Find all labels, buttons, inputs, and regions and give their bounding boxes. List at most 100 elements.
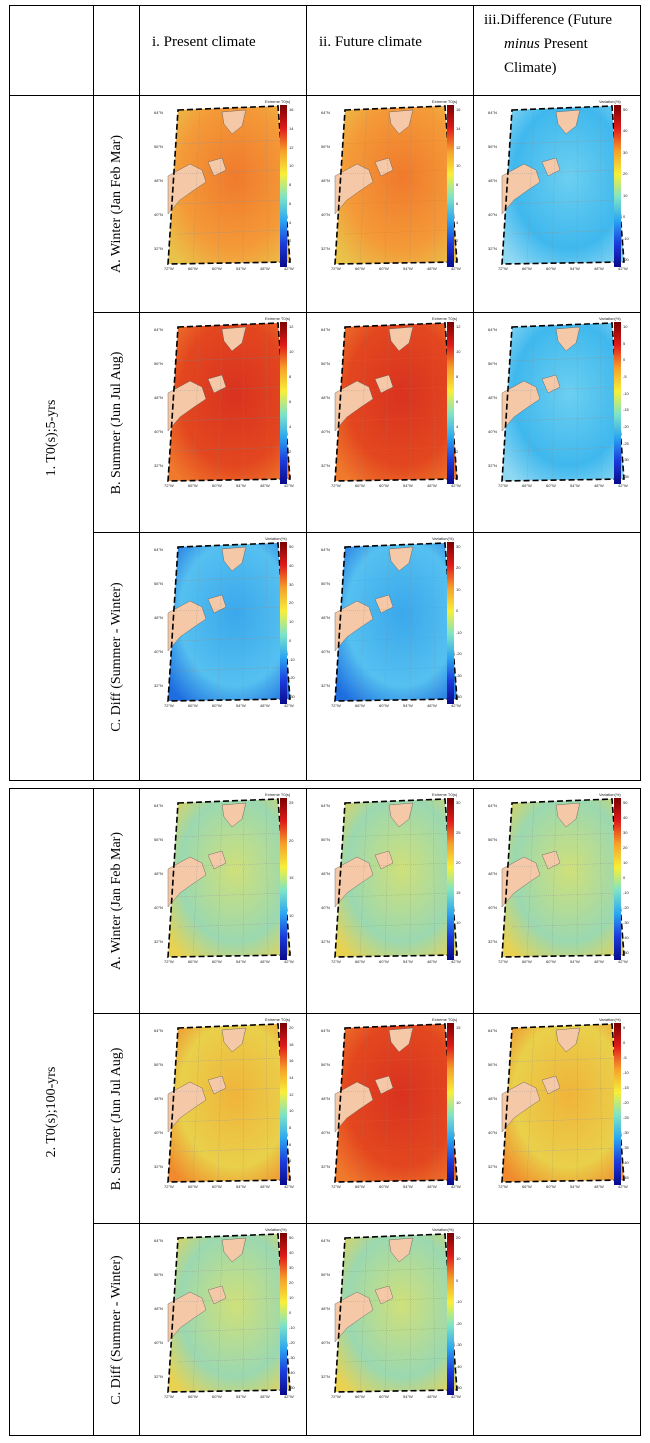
- colorbar-tick-label: 6: [289, 1141, 292, 1147]
- lon-label: 66°W: [522, 1184, 532, 1189]
- map-cell: 64°N 56°N 48°N 40°N 32°N 72°W 66°W 60°W 54°W 48°W…: [139, 1013, 307, 1224]
- lat-label: 40°N: [321, 649, 330, 654]
- season-label: A. Winter (Jan Feb Mar): [108, 832, 124, 970]
- colorbar-tick-label: 8: [456, 182, 459, 187]
- lat-label: 56°N: [321, 837, 330, 842]
- lon-label: 72°W: [331, 266, 341, 271]
- lon-label: 54°W: [236, 1184, 246, 1189]
- lat-label: 64°N: [321, 547, 330, 552]
- lat-label: 48°N: [321, 871, 330, 876]
- map-panel: 64°N 56°N 48°N 40°N 32°N 72°W 66°W 60°W 54°W 48°W…: [317, 797, 467, 965]
- colorbar: [614, 322, 621, 484]
- colorbar-tick-label: 16: [289, 107, 294, 112]
- ocean-field: [335, 799, 457, 957]
- map-frame: [334, 322, 458, 482]
- colorbar: [614, 798, 621, 960]
- map-cell: 64°N 56°N 48°N 40°N 32°N 72°W 66°W 60°W 54°W 48°W…: [473, 312, 641, 533]
- lat-label: 48°N: [154, 1096, 163, 1101]
- map-frame: [167, 542, 291, 702]
- lon-label: 72°W: [498, 1184, 508, 1189]
- graticule-line: [505, 1057, 620, 1063]
- lon-label: 54°W: [403, 1394, 413, 1399]
- colorbar-tick-label: -15: [623, 407, 629, 413]
- colorbar-tick-label: 20: [289, 1280, 294, 1285]
- colorbar-tick-label: 5: [289, 950, 292, 955]
- lat-label: 48°N: [488, 395, 497, 400]
- colorbar-tick-label: -10: [456, 1299, 462, 1305]
- graticule-line: [576, 800, 579, 958]
- colorbar-tick-label: -25: [623, 440, 629, 446]
- map-svg: 64°N 56°N 48°N 40°N 32°N 72°W 66°W 60°W 54°W 48°W…: [154, 1233, 294, 1399]
- colorbar-tick-label: 4: [289, 219, 292, 225]
- colorbar-tick-label: 12: [456, 144, 461, 150]
- land-shape: [374, 1075, 394, 1095]
- land-shape: [501, 163, 541, 215]
- graticule-line: [265, 1235, 269, 1393]
- graticule-line: [505, 356, 620, 362]
- empty-cell: [473, 532, 641, 781]
- lon-label: 48°W: [427, 1394, 437, 1399]
- map-frame: [167, 798, 291, 958]
- lon-label: 66°W: [522, 266, 532, 271]
- land-shape: [334, 380, 374, 432]
- lon-label: 72°W: [331, 483, 341, 488]
- lat-label: 64°N: [488, 1028, 497, 1033]
- colorbar: [447, 542, 454, 704]
- lon-label: 54°W: [236, 959, 246, 964]
- land-shape: [555, 1027, 581, 1053]
- graticule-line: [409, 1025, 412, 1183]
- graticule-line: [432, 544, 436, 702]
- lon-label: 60°W: [379, 1394, 389, 1399]
- land-shape: [374, 1285, 394, 1305]
- colorbar-tick-label: 6: [289, 399, 292, 404]
- lon-label: 60°W: [546, 266, 556, 271]
- lon-label: 48°W: [427, 1184, 437, 1189]
- colorbar-tick-label: -15: [623, 1085, 629, 1090]
- land-shape: [221, 326, 247, 352]
- graticule-line: [242, 324, 245, 482]
- lon-label: 42°W: [451, 703, 461, 708]
- map-panel: 64°N 56°N 48°N 40°N 32°N 72°W 66°W 60°W 54°W 48°W…: [484, 104, 634, 272]
- colorbar-tick-label: 5: [623, 1025, 626, 1030]
- graticule-line: [338, 832, 453, 838]
- lat-label: 56°N: [321, 581, 330, 586]
- land-shape: [501, 380, 541, 432]
- map-frame: [501, 798, 625, 958]
- colorbar-tick-label: -40: [456, 694, 462, 699]
- map-svg: 64°N 56°N 48°N 40°N 32°N 72°W 66°W 60°W 54°W 48°W…: [154, 105, 294, 271]
- lat-label: 64°N: [488, 803, 497, 808]
- ocean-field: [335, 543, 457, 701]
- map-frame: [334, 798, 458, 958]
- season-label: C. Diff (Summer - Winter): [108, 581, 124, 732]
- colorbar-tick-label: -20: [623, 905, 629, 910]
- season-label: C. Diff (Summer - Winter): [108, 1254, 124, 1405]
- map-cell: 64°N 56°N 48°N 40°N 32°N 72°W 66°W 60°W 54°W 48°W…: [139, 312, 307, 533]
- colorbar-title: Variation(%): [599, 316, 621, 321]
- figure-table-100yr: 2. T0(s);100-yrs A. Winter (Jan Feb Mar)…: [9, 788, 641, 1436]
- graticule-line: [526, 1025, 535, 1183]
- ocean-field: [168, 1234, 290, 1392]
- colorbar-tick-label: -20: [623, 257, 629, 262]
- map-frame: [501, 322, 625, 482]
- lon-label: 60°W: [212, 1184, 222, 1189]
- season-label: A. Winter (Jan Feb Mar): [108, 135, 124, 273]
- land-shape: [207, 594, 227, 614]
- lat-label: 56°N: [154, 581, 163, 586]
- lat-label: 48°N: [321, 615, 330, 620]
- graticule-line: [171, 1057, 286, 1063]
- lon-label: 66°W: [188, 1184, 198, 1189]
- lon-label: 72°W: [164, 266, 174, 271]
- season-label-cell: A. Winter (Jan Feb Mar): [93, 788, 140, 1014]
- colorbar-tick-label: 25: [456, 830, 461, 835]
- map-panel: 64°N 56°N 48°N 40°N 32°N 72°W 66°W 60°W 54°W 48°W…: [484, 1022, 634, 1190]
- graticule-line: [409, 324, 412, 482]
- graticule-line: [432, 107, 436, 265]
- map-cell: 64°N 56°N 48°N 40°N 32°N 72°W 66°W 60°W 54°W 48°W…: [139, 1223, 307, 1436]
- land-shape: [221, 109, 247, 135]
- graticule-line: [171, 576, 286, 582]
- colorbar-tick-label: 18: [289, 1041, 294, 1047]
- lat-label: 32°N: [488, 1164, 497, 1169]
- colorbar-tick-label: -20: [623, 424, 629, 429]
- lon-label: 66°W: [188, 703, 198, 708]
- graticule-line: [342, 636, 455, 642]
